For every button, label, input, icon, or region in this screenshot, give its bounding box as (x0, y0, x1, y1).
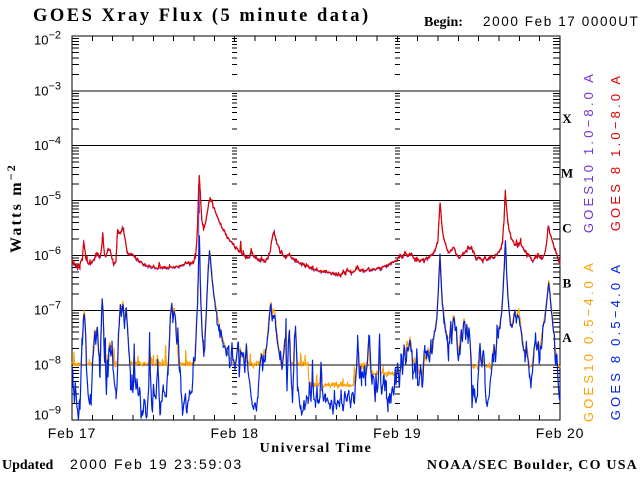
svg-text:X: X (562, 111, 572, 126)
svg-text:2000 Feb 17 0000UT: 2000 Feb 17 0000UT (483, 14, 639, 29)
svg-text:Universal Time: Universal Time (260, 441, 373, 456)
svg-text:10−9: 10−9 (34, 405, 61, 423)
svg-text:10−5: 10−5 (34, 190, 61, 208)
svg-text:10−4: 10−4 (34, 135, 61, 153)
svg-text:10−8: 10−8 (34, 355, 61, 373)
svg-text:GOES 8 1.0−8.0 A: GOES 8 1.0−8.0 A (608, 73, 623, 232)
svg-text:GOES10 0.5−4.0 A: GOES10 0.5−4.0 A (581, 260, 596, 422)
svg-text:A: A (562, 330, 572, 345)
svg-text:Feb 20: Feb 20 (536, 425, 584, 441)
svg-text:C: C (562, 220, 571, 235)
svg-text:10−3: 10−3 (34, 80, 61, 98)
svg-text:10−2: 10−2 (34, 29, 61, 47)
svg-text:GOES10 1.0−8.0 A: GOES10 1.0−8.0 A (581, 71, 596, 233)
svg-text:Feb 18: Feb 18 (211, 425, 259, 441)
svg-text:Feb 19: Feb 19 (373, 425, 421, 441)
svg-text:B: B (563, 275, 572, 290)
svg-text:10−7: 10−7 (34, 300, 61, 318)
svg-text:NOAA/SEC Boulder, CO USA: NOAA/SEC Boulder, CO USA (427, 458, 638, 473)
svg-text:Watts m−2: Watts m−2 (4, 163, 25, 253)
svg-text:M: M (561, 166, 573, 181)
svg-text:Feb 17: Feb 17 (48, 425, 96, 441)
svg-text:Begin:: Begin: (424, 15, 463, 30)
svg-text:GOES Xray Flux (5 minute data): GOES Xray Flux (5 minute data) (33, 6, 371, 26)
svg-text:2000 Feb 19 23:59:03: 2000 Feb 19 23:59:03 (70, 456, 243, 472)
svg-text:GOES 8 0.5−4.0 A: GOES 8 0.5−4.0 A (608, 262, 623, 421)
svg-text:Updated: Updated (2, 458, 54, 473)
svg-text:10−6: 10−6 (34, 245, 61, 263)
